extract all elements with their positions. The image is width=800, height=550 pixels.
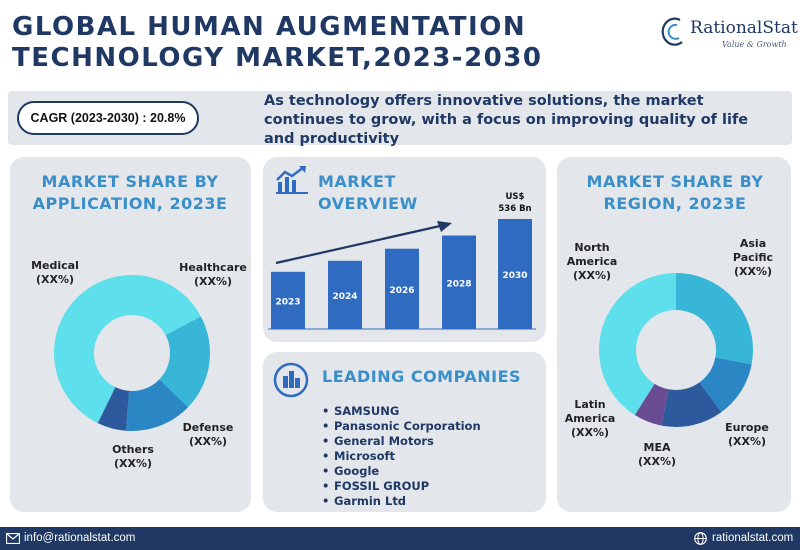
- bar-label-2024: 2024: [332, 292, 357, 302]
- application-label-others: Others (XX%): [112, 443, 154, 470]
- bar-label-2028: 2028: [446, 279, 471, 289]
- bar-label-2026: 2026: [389, 286, 414, 296]
- bar-annotation-currency: US$: [506, 192, 525, 202]
- globe-icon: [694, 532, 707, 545]
- region-slice-asia-pacific: [676, 273, 753, 365]
- company-item: FOSSIL GROUP: [322, 479, 481, 494]
- logo-arc-icon: [661, 17, 683, 46]
- footer-bar: info@rationalstat.com rationalstat.com: [0, 527, 800, 550]
- companies-title: LEADING COMPANIES: [322, 367, 522, 386]
- company-item: Garmin Ltd: [322, 494, 481, 509]
- application-chart-title: MARKET SHARE BY APPLICATION, 2023E: [32, 172, 228, 213]
- region-label-latin-america: Latin America (XX%): [564, 398, 616, 439]
- application-slice-medical: [54, 275, 201, 424]
- company-item: General Motors: [322, 434, 481, 449]
- region-panel: [557, 157, 791, 512]
- company-item: SAMSUNG: [322, 404, 481, 419]
- bar-2024: [328, 260, 362, 329]
- application-label-medical: Medical (XX%): [31, 259, 79, 286]
- region-slice-latin-america: [634, 383, 669, 426]
- footer-website[interactable]: rationalstat.com: [712, 532, 794, 544]
- company-item: Microsoft: [322, 449, 481, 464]
- region-chart-title: MARKET SHARE BY REGION, 2023E: [586, 172, 764, 213]
- page-title: GLOBAL HUMAN AUGMENTATION TECHNOLOGY MAR…: [12, 12, 542, 74]
- trend-arrow-head: [437, 221, 452, 232]
- region-label-asia-pacific: Asia Pacific (XX%): [732, 237, 774, 278]
- company-item: Google: [322, 464, 481, 479]
- companies-list: SAMSUNGPanasonic CorporationGeneral Moto…: [322, 404, 481, 509]
- cagr-badge: CAGR (2023-2030) : 20.8%: [17, 101, 199, 135]
- application-slice-healthcare: [159, 316, 210, 408]
- application-label-defense: Defense (XX%): [182, 421, 234, 448]
- region-label-mea: MEA (XX%): [637, 441, 677, 468]
- charts-layer: 2023 2024 2026 2028 2030 US$ 536 Bn: [54, 192, 753, 431]
- region-label-europe: Europe (XX%): [725, 421, 769, 448]
- application-slice-others: [97, 387, 130, 431]
- footer-email[interactable]: info@rationalstat.com: [24, 532, 136, 544]
- trend-arrow: [275, 224, 441, 265]
- market-description: As technology offers innovative solution…: [264, 93, 749, 147]
- company-item: Panasonic Corporation: [322, 419, 481, 434]
- application-panel: [10, 157, 251, 512]
- title-line-1: GLOBAL HUMAN AUGMENTATION: [12, 12, 527, 42]
- bar-2023: [271, 271, 305, 329]
- bar-2030: [498, 219, 532, 329]
- bar-label-2030: 2030: [502, 271, 527, 281]
- bar-2026: [385, 248, 419, 329]
- logo-tagline: Value & Growth: [722, 40, 787, 49]
- application-slice-defense: [126, 379, 189, 431]
- overview-chart-title: MARKET OVERVIEW: [318, 172, 418, 213]
- buildings-icon: [273, 362, 309, 398]
- brand-logo[interactable]: RationalStat Value & Growth: [660, 12, 798, 56]
- logo-name: RationalStat: [690, 18, 798, 38]
- growth-chart-icon: [276, 166, 308, 194]
- region-slice-europe: [699, 357, 752, 413]
- application-label-healthcare: Healthcare (XX%): [179, 261, 247, 288]
- region-label-north-america: North America (XX%): [566, 241, 618, 282]
- email-icon: [6, 533, 20, 544]
- title-line-2: TECHNOLOGY MARKET,2023-2030: [12, 43, 543, 73]
- bar-2028: [442, 235, 476, 329]
- bar-label-2023: 2023: [275, 297, 300, 307]
- region-slice-north-america: [599, 273, 676, 416]
- region-slice-mea: [661, 382, 722, 427]
- bar-annotation-value: 536 Bn: [498, 204, 531, 214]
